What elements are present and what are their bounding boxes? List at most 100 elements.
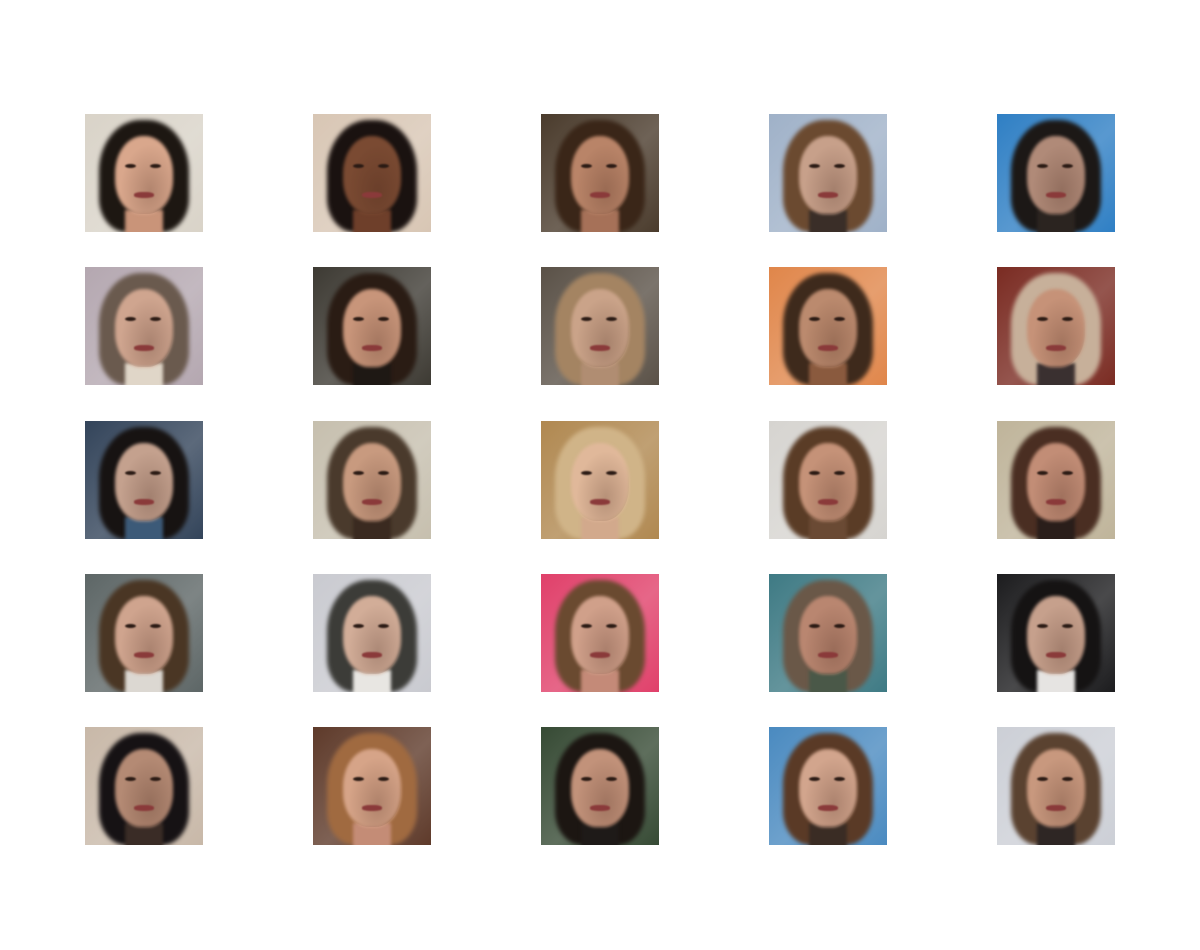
right-eye bbox=[606, 317, 617, 321]
right-eye bbox=[150, 164, 161, 168]
right-eye bbox=[1062, 777, 1073, 781]
neck bbox=[125, 210, 163, 232]
face bbox=[343, 443, 401, 521]
face-shading bbox=[1027, 749, 1085, 827]
mouth bbox=[818, 805, 838, 811]
left-eye bbox=[581, 777, 592, 781]
right-eye bbox=[1062, 471, 1073, 475]
mouth bbox=[590, 652, 610, 658]
neck bbox=[809, 210, 847, 232]
neck bbox=[809, 517, 847, 539]
left-eye bbox=[809, 624, 820, 628]
face-tile bbox=[769, 727, 887, 845]
face-tile bbox=[541, 727, 659, 845]
right-eye bbox=[378, 624, 389, 628]
right-eye bbox=[606, 164, 617, 168]
face-shading bbox=[1027, 443, 1085, 521]
left-eye bbox=[581, 471, 592, 475]
face-shading bbox=[115, 596, 173, 674]
neck bbox=[581, 210, 619, 232]
left-eye bbox=[125, 624, 136, 628]
neck bbox=[125, 823, 163, 845]
neck bbox=[1037, 363, 1075, 385]
neck bbox=[581, 363, 619, 385]
right-eye bbox=[834, 624, 845, 628]
face-shading bbox=[1027, 289, 1085, 367]
face-tile bbox=[997, 574, 1115, 692]
mouth bbox=[134, 192, 154, 198]
face-tile bbox=[85, 727, 203, 845]
face-tile bbox=[85, 421, 203, 539]
face-tile bbox=[997, 727, 1115, 845]
left-eye bbox=[809, 164, 820, 168]
mouth bbox=[818, 192, 838, 198]
neck bbox=[1037, 517, 1075, 539]
face-tile bbox=[997, 267, 1115, 385]
mouth bbox=[362, 345, 382, 351]
face-tile bbox=[769, 574, 887, 692]
left-eye bbox=[353, 164, 364, 168]
face-tile bbox=[313, 114, 431, 232]
face-shading bbox=[799, 596, 857, 674]
right-eye bbox=[150, 317, 161, 321]
face-tile bbox=[541, 421, 659, 539]
mouth bbox=[590, 345, 610, 351]
face-tile bbox=[769, 267, 887, 385]
neck bbox=[125, 670, 163, 692]
right-eye bbox=[1062, 317, 1073, 321]
face-shading bbox=[799, 136, 857, 214]
face-shading bbox=[1027, 596, 1085, 674]
face bbox=[115, 289, 173, 367]
right-eye bbox=[606, 624, 617, 628]
right-eye bbox=[378, 164, 389, 168]
face bbox=[1027, 136, 1085, 214]
face-tile bbox=[997, 114, 1115, 232]
right-eye bbox=[150, 471, 161, 475]
right-eye bbox=[150, 624, 161, 628]
mouth bbox=[134, 652, 154, 658]
neck bbox=[1037, 823, 1075, 845]
mouth bbox=[1046, 345, 1066, 351]
right-eye bbox=[834, 317, 845, 321]
face bbox=[343, 596, 401, 674]
mouth bbox=[1046, 652, 1066, 658]
neck bbox=[125, 517, 163, 539]
left-eye bbox=[1037, 624, 1048, 628]
mouth bbox=[590, 805, 610, 811]
face-tile bbox=[85, 114, 203, 232]
face bbox=[799, 596, 857, 674]
face-shading bbox=[799, 289, 857, 367]
right-eye bbox=[834, 777, 845, 781]
left-eye bbox=[581, 164, 592, 168]
neck bbox=[581, 823, 619, 845]
face bbox=[571, 443, 629, 521]
face-tile bbox=[541, 267, 659, 385]
left-eye bbox=[1037, 317, 1048, 321]
face-shading bbox=[115, 749, 173, 827]
mouth bbox=[818, 652, 838, 658]
face bbox=[1027, 749, 1085, 827]
right-eye bbox=[606, 777, 617, 781]
face-shading bbox=[1027, 136, 1085, 214]
neck bbox=[353, 823, 391, 845]
face-shading bbox=[571, 596, 629, 674]
left-eye bbox=[125, 164, 136, 168]
face bbox=[799, 749, 857, 827]
face bbox=[571, 289, 629, 367]
mouth bbox=[134, 345, 154, 351]
face-shading bbox=[343, 596, 401, 674]
left-eye bbox=[353, 777, 364, 781]
face-shading bbox=[799, 749, 857, 827]
mouth bbox=[362, 192, 382, 198]
left-eye bbox=[125, 317, 136, 321]
face bbox=[115, 749, 173, 827]
face-tile bbox=[997, 421, 1115, 539]
right-eye bbox=[1062, 164, 1073, 168]
face-tile bbox=[769, 421, 887, 539]
face-tile bbox=[85, 574, 203, 692]
mouth bbox=[362, 805, 382, 811]
face-shading bbox=[343, 749, 401, 827]
mouth bbox=[818, 345, 838, 351]
face bbox=[1027, 289, 1085, 367]
neck bbox=[1037, 670, 1075, 692]
